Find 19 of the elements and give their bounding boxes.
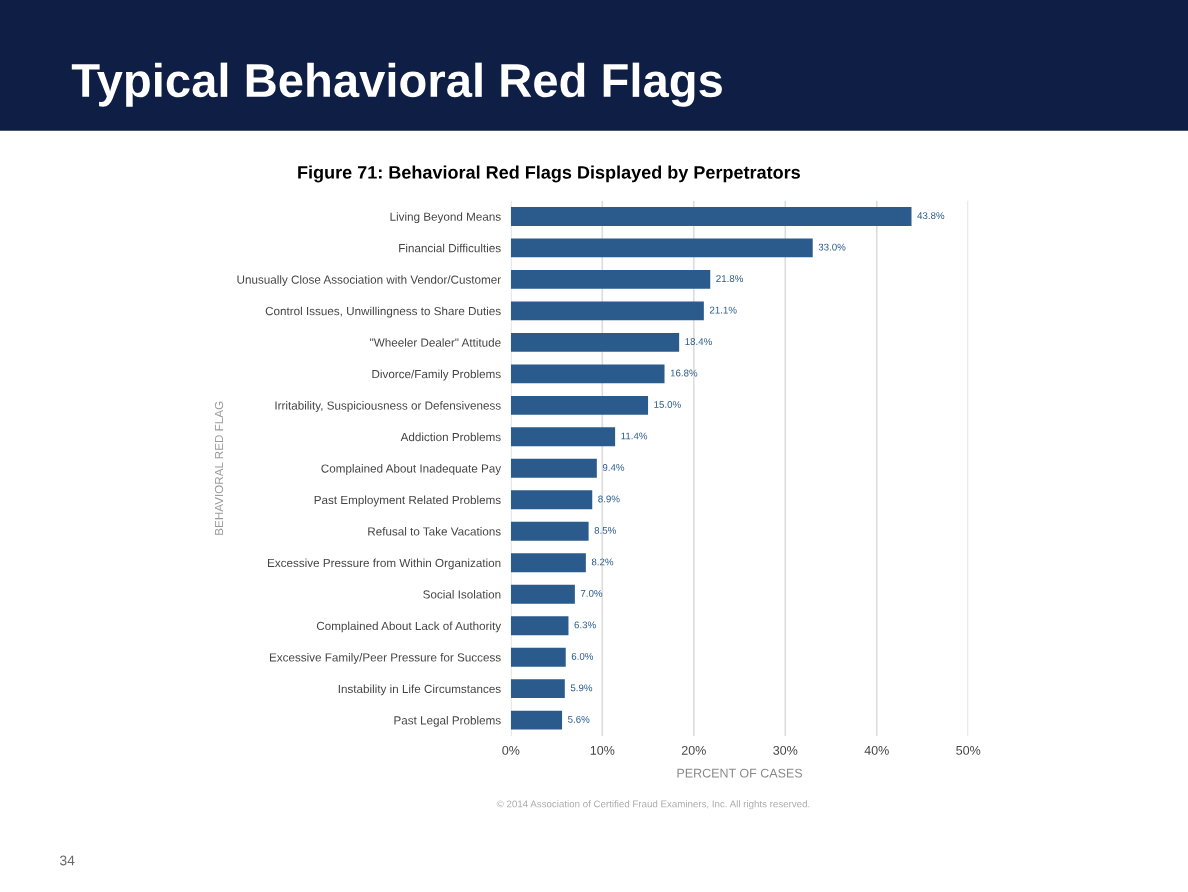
bar xyxy=(510,207,912,226)
bar xyxy=(510,458,597,478)
bar xyxy=(510,332,680,352)
bar xyxy=(510,553,586,573)
bar xyxy=(510,395,649,415)
bar xyxy=(510,238,813,258)
bar xyxy=(510,616,569,636)
bar xyxy=(510,647,566,667)
chart-title: Typical Behavioral Red Flags xyxy=(71,62,722,107)
bar xyxy=(510,521,589,541)
chart-subtitle: Figure 71: Behavioral Red Flags Displayed by Perpetrators xyxy=(298,165,800,183)
bar xyxy=(510,490,593,510)
bar xyxy=(510,301,704,321)
bar xyxy=(510,679,565,699)
bar xyxy=(510,584,575,604)
bar xyxy=(510,269,711,289)
bar xyxy=(510,710,563,730)
bar xyxy=(510,427,616,447)
bar xyxy=(510,364,665,384)
